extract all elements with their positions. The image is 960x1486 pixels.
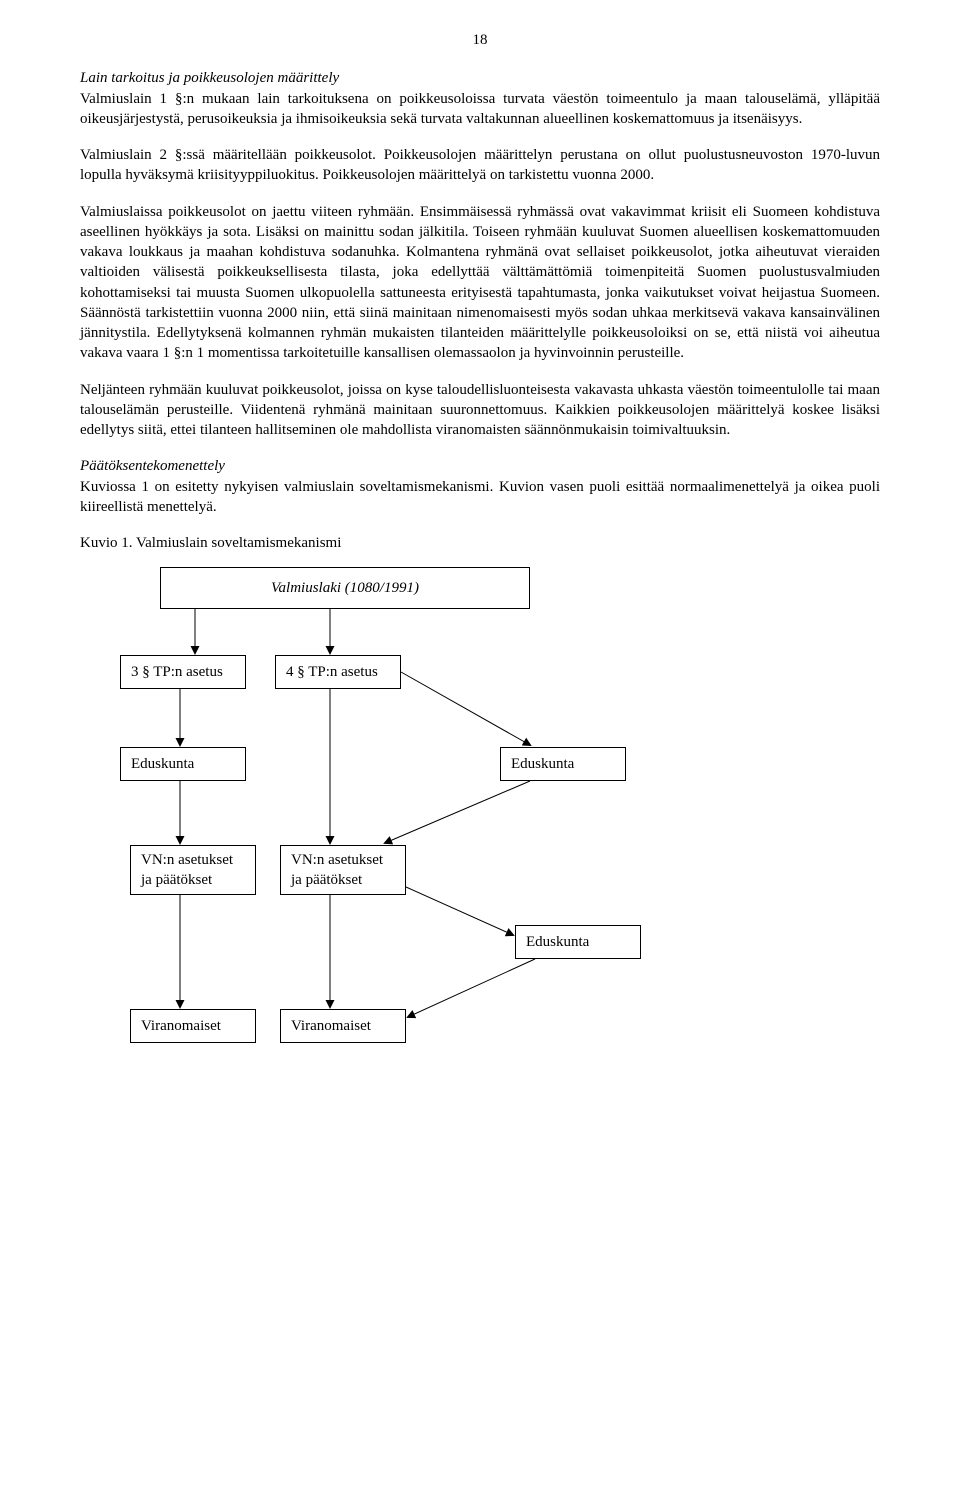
figure-caption: Kuvio 1. Valmiuslain soveltamismekanismi (80, 533, 880, 553)
flowchart-node-tp3: 3 § TP:n asetus (120, 655, 246, 689)
section-heading: Lain tarkoitus ja poikkeusolojen määritt… (80, 68, 880, 88)
flowchart-node-eduskunta-bottom: Eduskunta (515, 925, 641, 959)
paragraph: Kuviossa 1 on esitetty nykyisen valmiusl… (80, 477, 880, 518)
flowchart-node-eduskunta-left: Eduskunta (120, 747, 246, 781)
flowchart-node-top: Valmiuslaki (1080/1991) (160, 567, 530, 609)
paragraph: Valmiuslain 2 §:ssä määritellään poikkeu… (80, 145, 880, 186)
section-heading: Päätöksentekomenettely (80, 456, 880, 476)
flowchart-node-vn-left: VN:n asetukset ja päätökset (130, 845, 256, 895)
flowchart-node-viranomaiset-left: Viranomaiset (130, 1009, 256, 1043)
flowchart-node-vn-right: VN:n asetukset ja päätökset (280, 845, 406, 895)
paragraph: Valmiuslaissa poikkeusolot on jaettu vii… (80, 202, 880, 364)
page-number: 18 (80, 30, 880, 50)
flowchart-node-eduskunta-right: Eduskunta (500, 747, 626, 781)
paragraph: Neljänteen ryhmään kuuluvat poikkeusolot… (80, 380, 880, 441)
flowchart-node-viranomaiset-right: Viranomaiset (280, 1009, 406, 1043)
flowchart: Valmiuslaki (1080/1991) 3 § TP:n asetus … (120, 567, 760, 1057)
flowchart-node-tp4: 4 § TP:n asetus (275, 655, 401, 689)
paragraph: Valmiuslain 1 §:n mukaan lain tarkoituks… (80, 89, 880, 130)
flowchart-arrows (120, 567, 760, 1057)
